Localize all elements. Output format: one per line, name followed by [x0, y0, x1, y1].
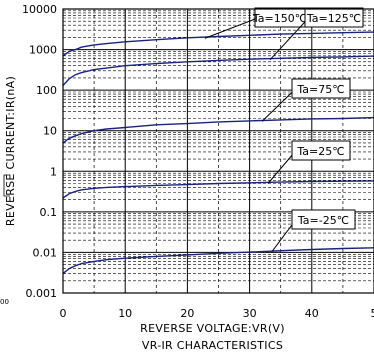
y-tick-label: 0.001 — [26, 287, 58, 300]
legend-box — [291, 78, 351, 99]
series-line — [62, 180, 374, 199]
y-tick-label: 0.1 — [40, 206, 58, 219]
legend-label: Ta=25℃ — [296, 145, 344, 158]
legend-leader-line — [261, 88, 297, 122]
x-tick-label: 5 — [371, 307, 374, 320]
legend-leader-line — [204, 17, 260, 39]
legend-label: Ta=150℃ — [252, 12, 307, 25]
x-tick-label: 30 — [243, 307, 257, 320]
x-tick-label: 0 — [60, 307, 67, 320]
y-tick-label: 10 — [43, 125, 57, 138]
legend: Ta=150℃ Ta=125℃ Ta=75℃ Ta=25℃ Ta=-25℃ — [204, 7, 364, 252]
left-edge-bracket — [3, 174, 10, 197]
series-line — [62, 116, 374, 144]
legend-leader-line — [269, 17, 310, 61]
chart-title: VR-IR CHARACTERISTICS — [142, 339, 283, 352]
plot-frame — [62, 8, 374, 294]
y-tick-label: 1 — [50, 165, 57, 178]
y-tick-label: 100 — [36, 84, 57, 97]
x-tick-label: 40 — [305, 307, 319, 320]
series-lines — [62, 31, 374, 275]
x-axis-label: REVERSE VOLTAGE:VR(V) — [140, 322, 285, 335]
grid — [63, 9, 374, 293]
y-tick-label: 0.01 — [33, 246, 58, 259]
legend-box — [291, 140, 351, 161]
legend-box — [304, 7, 364, 28]
series-line — [62, 55, 374, 86]
legend-label: Ta=125℃ — [306, 12, 361, 25]
series-line — [62, 247, 374, 275]
series-line — [62, 31, 374, 57]
x-tick-label: 20 — [180, 307, 194, 320]
x-tick-label: 10 — [118, 307, 132, 320]
y-axis-label: REVERSE CURRENT:IR(nA) — [4, 76, 17, 226]
legend-leader-line — [267, 150, 297, 184]
left-edge-fragment: 00 — [0, 298, 9, 306]
legend-label: Ta=75℃ — [296, 83, 344, 96]
legend-label: Ta=-25℃ — [297, 214, 349, 227]
legend-box — [291, 209, 356, 230]
y-tick-label: 10000 — [22, 3, 57, 16]
y-tick-label: 1000 — [29, 44, 57, 57]
